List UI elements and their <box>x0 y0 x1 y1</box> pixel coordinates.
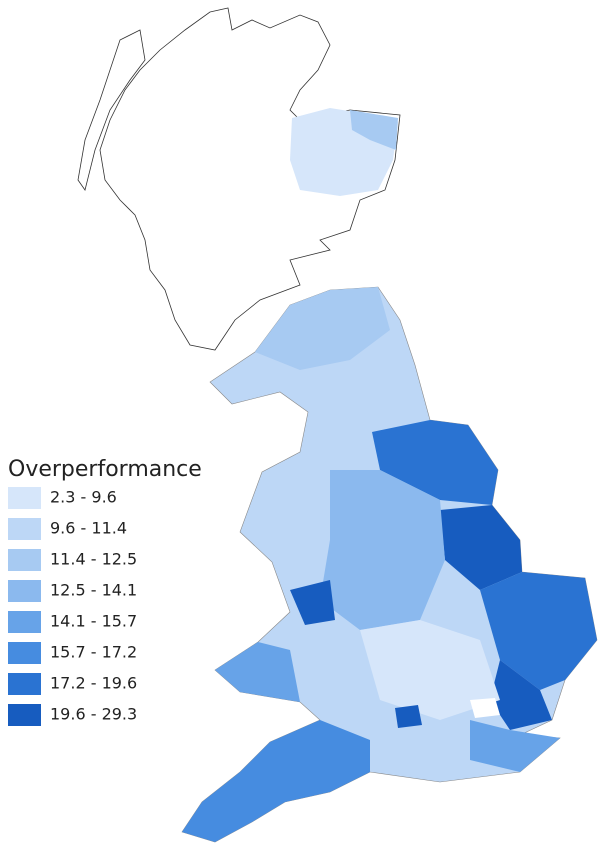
region-aberdeen <box>350 110 398 150</box>
legend-label: 11.4 - 12.5 <box>50 550 137 569</box>
legend-swatch <box>8 611 41 633</box>
region-midlands <box>320 470 445 630</box>
scotland-outline <box>99 7 401 351</box>
legend-swatch <box>8 580 41 602</box>
region-essex <box>490 660 552 730</box>
legend-label: 9.6 - 11.4 <box>50 519 127 538</box>
legend-label: 19.6 - 29.3 <box>50 705 137 724</box>
hebrides-outline <box>77 29 146 191</box>
region-yorkshire <box>372 420 498 505</box>
region-oxford <box>395 705 422 728</box>
region-cumbria <box>255 287 390 370</box>
region-east-anglia <box>480 572 597 690</box>
region-wales-south <box>215 642 300 702</box>
legend-swatch <box>8 642 41 664</box>
region-lincolnshire <box>440 505 522 590</box>
region-wales-mid <box>290 580 335 625</box>
legend-swatch <box>8 673 41 695</box>
region-london <box>470 698 500 718</box>
region-kent <box>470 720 560 772</box>
legend-label: 17.2 - 19.6 <box>50 674 137 693</box>
region-south <box>360 620 500 720</box>
legend-label: 12.5 - 14.1 <box>50 581 137 600</box>
legend-title: Overperformance <box>8 457 202 482</box>
legend-label: 2.3 - 9.6 <box>50 488 117 507</box>
legend-swatch <box>8 518 41 540</box>
legend-swatch <box>8 487 41 509</box>
legend-label: 15.7 - 17.2 <box>50 643 137 662</box>
region-south-west <box>182 720 370 842</box>
legend-label: 14.1 - 15.7 <box>50 612 137 631</box>
legend-swatch <box>8 704 41 726</box>
legend-swatch <box>8 549 41 571</box>
